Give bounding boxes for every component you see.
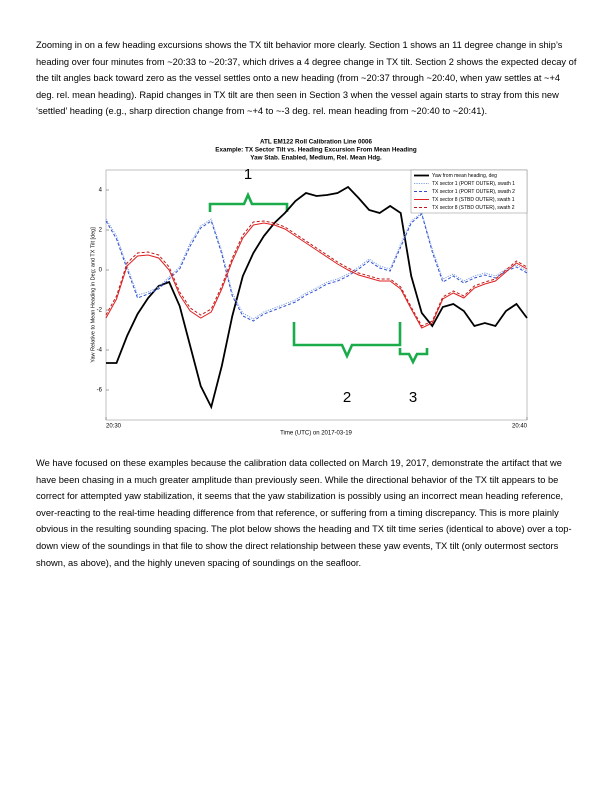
plot-frame [105, 169, 528, 421]
y-tick-label: -6 [97, 388, 103, 394]
y-tick-label: -2 [97, 308, 103, 314]
series-line [105, 212, 528, 320]
annotation: 3 [409, 389, 417, 406]
chart-title: Example: TX Sector Tilt vs. Heading Excu… [215, 147, 417, 154]
x-tick-label: 20:30 [106, 424, 122, 430]
x-axis-label: Time (UTC) on 2017-03-19 [280, 431, 352, 437]
y-tick-label: -4 [97, 348, 103, 354]
annotation: 2 [343, 389, 351, 406]
section-brackets [208, 191, 429, 365]
series-line [105, 213, 528, 322]
y-tick-label: 0 [99, 268, 103, 274]
y-axis-label: Yaw Relative to Mean Heading in Deg; and… [90, 227, 96, 363]
legend-label: TX sector 1 (PORT OUTER), swath 2 [432, 189, 515, 195]
bracket [398, 348, 429, 365]
chart-title: Yaw Stab. Enabled, Medium, Rel. Mean Hdg… [250, 155, 382, 162]
bracket [208, 191, 289, 212]
series-line [106, 185, 528, 410]
legend-label: TX sector 8 (STBD OUTER), swath 1 [432, 197, 515, 203]
x-tick-label: 20:40 [512, 424, 528, 430]
legend-label: TX sector 8 (STBD OUTER), swath 2 [432, 205, 515, 211]
legend-label: TX sector 1 (PORT OUTER), swath 1 [432, 181, 515, 187]
paragraph: We have focused on these examples becaus… [36, 458, 572, 568]
chart-title: ATL EM122 Roll Calibration Line 0006 [260, 139, 373, 146]
chart: 1 2 3 ATL EM122 Roll Calibration Line 00… [90, 139, 528, 437]
legend-box [410, 169, 528, 214]
series-line [105, 220, 528, 327]
series-line [105, 222, 528, 329]
annotation: 1 [244, 166, 252, 183]
paragraph: Zooming in on a few heading excursions s… [36, 40, 577, 117]
y-tick-label: 2 [99, 228, 103, 234]
y-tick-label: 4 [99, 188, 103, 194]
bracket [292, 322, 402, 360]
legend-label: Yaw from mean heading, deg [432, 173, 497, 179]
